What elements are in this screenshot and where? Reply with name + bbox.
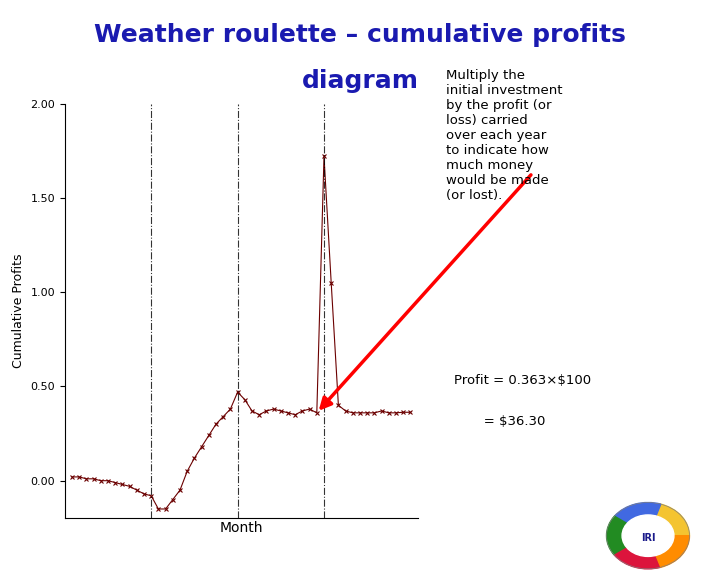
Text: Multiply the
initial investment
by the profit (or
loss) carried
over each year
t: Multiply the initial investment by the p… [446, 69, 563, 202]
Wedge shape [614, 548, 661, 569]
Text: Weather roulette – cumulative profits: Weather roulette – cumulative profits [94, 23, 626, 47]
Wedge shape [614, 502, 661, 524]
Text: diagram: diagram [302, 69, 418, 93]
Circle shape [622, 515, 674, 556]
X-axis label: Month: Month [220, 521, 263, 535]
Text: IRI: IRI [641, 533, 655, 543]
Text: Profit = 0.363×$100: Profit = 0.363×$100 [454, 374, 590, 388]
Wedge shape [606, 516, 627, 555]
Wedge shape [656, 536, 690, 567]
Wedge shape [656, 504, 690, 536]
Text: = $36.30: = $36.30 [454, 415, 545, 428]
Y-axis label: Cumulative Profits: Cumulative Profits [12, 254, 24, 368]
